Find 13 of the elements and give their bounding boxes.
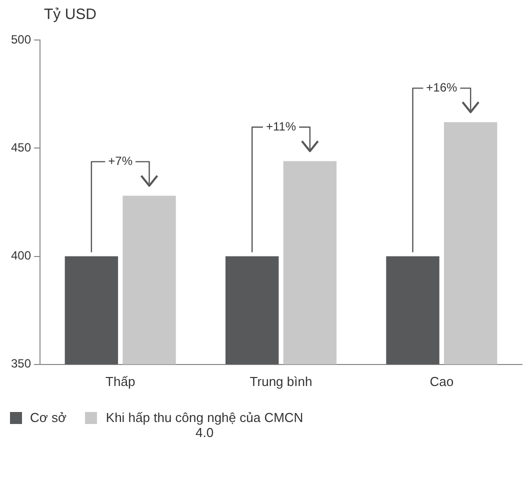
- y-axis-title: Tỷ USD: [44, 6, 96, 23]
- annotation: +7%: [108, 154, 133, 168]
- y-tick-label: 350: [10, 356, 32, 371]
- annotation: +16%: [426, 80, 458, 94]
- x-tick-label: Cao: [430, 374, 454, 389]
- y-tick-label: 400: [10, 248, 32, 263]
- y-tick-label: 500: [10, 32, 32, 46]
- legend-label: Cơ sở: [30, 410, 67, 425]
- x-tick-label: Thấp: [106, 374, 136, 389]
- legend-label: Khi hấp thu công nghệ của CMCN 4.0: [104, 410, 304, 440]
- annotation: +11%: [266, 119, 296, 134]
- x-tick-label: Trung bình: [250, 374, 312, 389]
- y-tick-label: 450: [10, 140, 32, 154]
